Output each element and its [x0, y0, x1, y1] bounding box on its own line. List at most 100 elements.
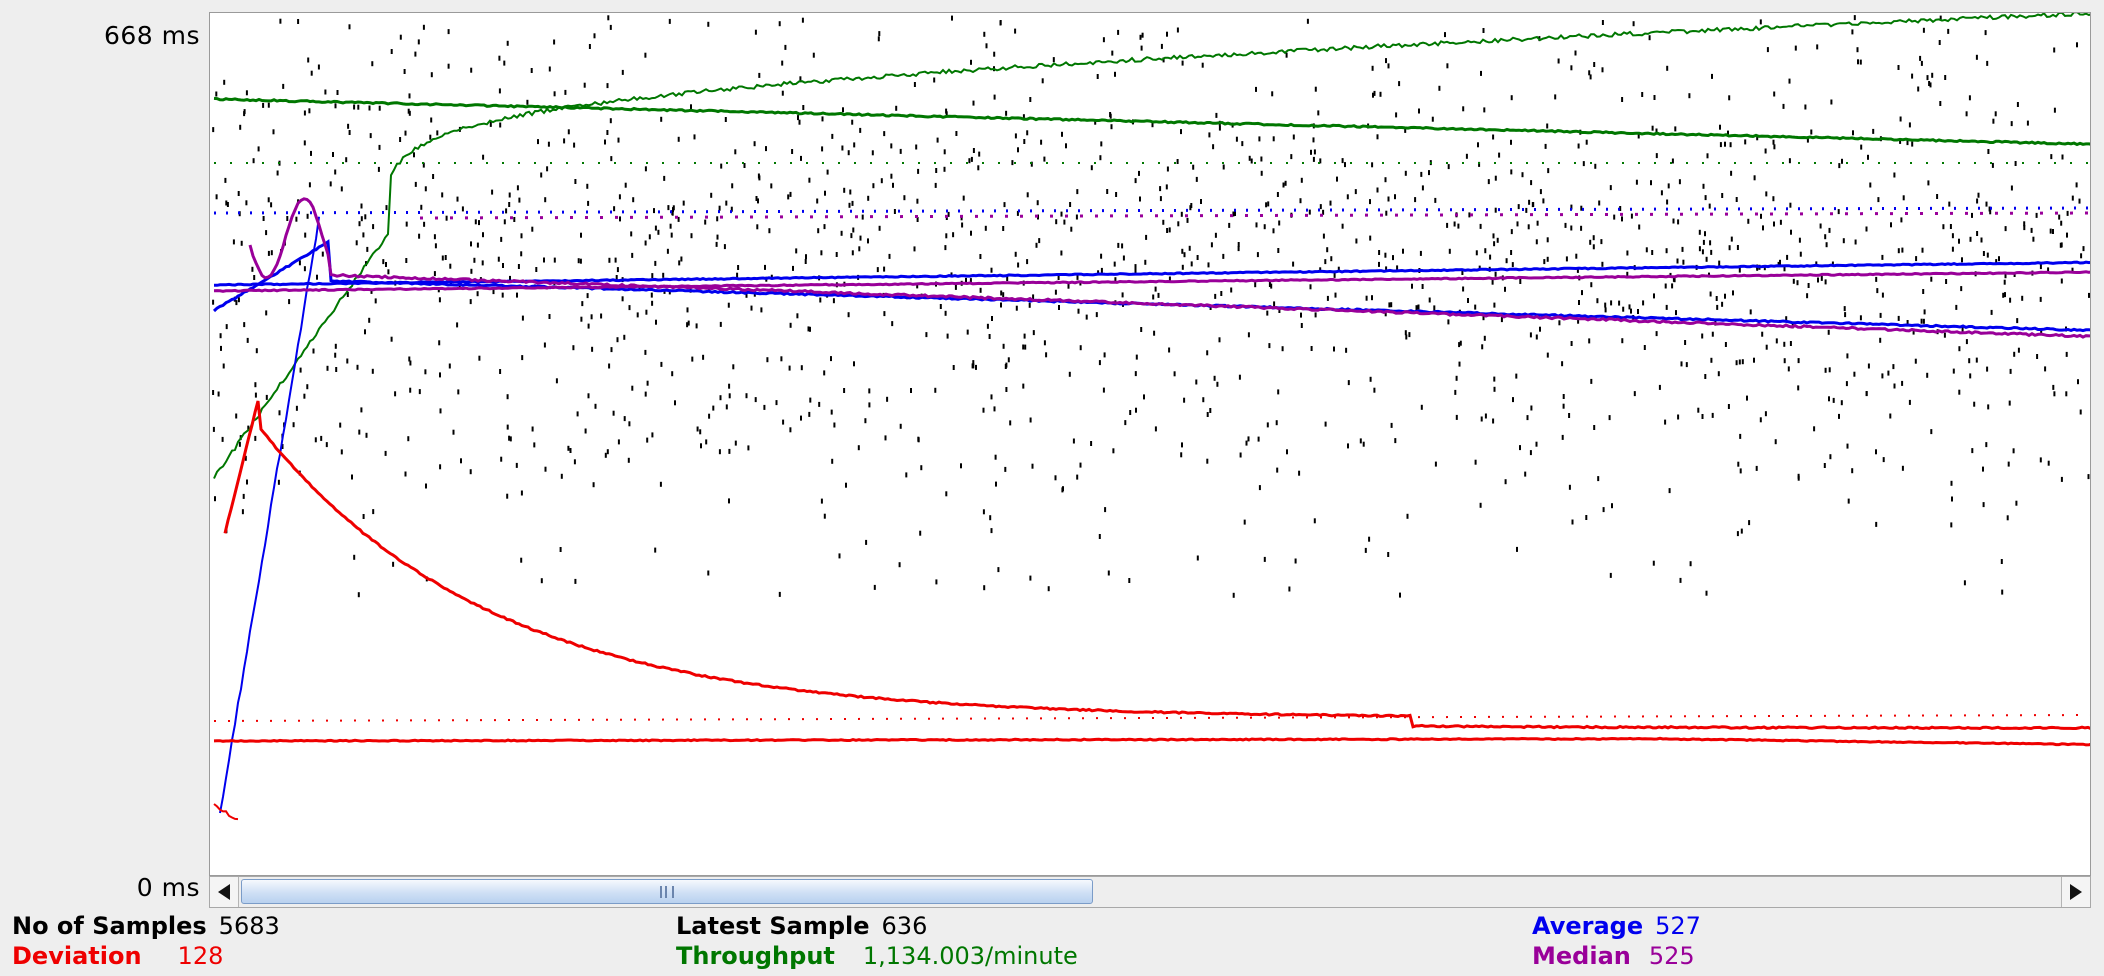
sample-point: [1879, 312, 1882, 318]
sample-point: [2002, 292, 2005, 298]
sample-point: [1448, 248, 1451, 254]
sample-point: [817, 228, 820, 234]
sample-point: [993, 406, 996, 412]
sample-point: [1574, 50, 1577, 56]
sample-point: [660, 116, 663, 122]
sample-point: [1371, 162, 1374, 168]
sample-point: [574, 179, 577, 184]
sample-point: [1580, 205, 1583, 211]
sample-point: [553, 39, 556, 45]
sample-point: [334, 103, 337, 109]
sample-point: [1362, 441, 1365, 447]
sample-point: [691, 356, 694, 362]
sample-point: [1807, 283, 1810, 288]
sample-point: [2003, 279, 2006, 285]
sample-point: [780, 356, 783, 362]
sample-point: [304, 232, 307, 238]
sample-point: [235, 300, 238, 306]
sample-point: [1392, 255, 1394, 261]
sample-point: [1369, 199, 1371, 205]
sample-point: [1098, 534, 1101, 539]
sample-point: [1278, 220, 1281, 226]
sample-point: [787, 194, 790, 200]
sample-point: [1846, 353, 1849, 359]
sample-point: [899, 148, 902, 154]
sample-point: [1234, 211, 1236, 216]
sample-point: [1312, 156, 1315, 162]
sample-point: [1479, 502, 1482, 508]
sample-point: [1165, 184, 1168, 190]
sample-point: [407, 436, 410, 442]
sample-point: [745, 292, 748, 298]
sample-point: [212, 127, 215, 133]
sample-point: [1975, 357, 1978, 363]
sample-point: [1110, 124, 1113, 130]
grip-icon: [660, 886, 674, 898]
sample-point: [816, 198, 819, 204]
sample-point: [1266, 310, 1269, 316]
sample-point: [1399, 592, 1401, 598]
sample-point: [1102, 37, 1105, 43]
sample-point: [1976, 231, 1979, 236]
sample-point: [1459, 340, 1462, 346]
sample-point: [414, 181, 417, 187]
sample-point: [1701, 414, 1704, 419]
sample-point: [831, 458, 834, 464]
scroll-left-button[interactable]: [210, 877, 239, 907]
sample-point: [357, 592, 360, 598]
sample-point: [1404, 170, 1407, 176]
horizontal-scrollbar[interactable]: [209, 876, 2091, 908]
sample-point: [1645, 247, 1648, 253]
sample-point: [792, 265, 794, 271]
sample-point: [1585, 515, 1588, 520]
sample-point: [1029, 97, 1032, 102]
sample-point: [1609, 185, 1612, 191]
sample-point: [531, 426, 534, 432]
sample-point: [1026, 259, 1029, 265]
sample-point: [1075, 214, 1078, 220]
sample-point: [1843, 306, 1846, 312]
sample-point: [781, 60, 784, 66]
sample-point: [2078, 198, 2081, 204]
sample-point: [1005, 110, 1008, 116]
sample-point: [1029, 575, 1032, 581]
average-value: 527: [1655, 912, 1701, 940]
sample-point: [728, 383, 731, 389]
sample-point: [372, 224, 375, 230]
sample-point: [1546, 237, 1549, 243]
sample-point: [1867, 363, 1870, 369]
sample-point: [805, 254, 807, 260]
sample-point: [1215, 112, 1218, 118]
scroll-thumb[interactable]: [241, 879, 1093, 904]
sample-point: [567, 445, 570, 451]
sample-point: [2036, 354, 2039, 359]
sample-point: [1704, 195, 1707, 201]
sample-point: [1732, 290, 1734, 296]
sample-point: [1594, 163, 1597, 169]
sample-point: [2004, 292, 2006, 298]
sample-point: [997, 567, 1000, 573]
sample-point: [452, 429, 455, 435]
deviation-stat: Deviation 128: [12, 942, 223, 970]
sample-point: [1128, 578, 1131, 583]
sample-point: [1980, 237, 1983, 243]
sample-point: [1085, 314, 1088, 320]
sample-point: [469, 469, 472, 475]
sample-point: [404, 471, 407, 477]
sample-point: [670, 232, 673, 238]
sample-point: [1414, 197, 1417, 203]
sample-point: [425, 483, 427, 489]
sample-point: [1060, 250, 1063, 256]
sample-point: [1387, 196, 1390, 202]
sample-point: [607, 15, 610, 21]
sample-point: [1765, 344, 1768, 350]
sample-point: [2088, 292, 2090, 298]
sample-point: [614, 257, 617, 263]
scroll-right-button[interactable]: [2061, 877, 2090, 907]
sample-point: [478, 220, 480, 226]
sample-point: [802, 105, 805, 110]
sample-point: [1043, 340, 1046, 346]
sample-point: [506, 40, 509, 46]
sample-point: [518, 197, 521, 203]
sample-point: [1022, 344, 1025, 350]
